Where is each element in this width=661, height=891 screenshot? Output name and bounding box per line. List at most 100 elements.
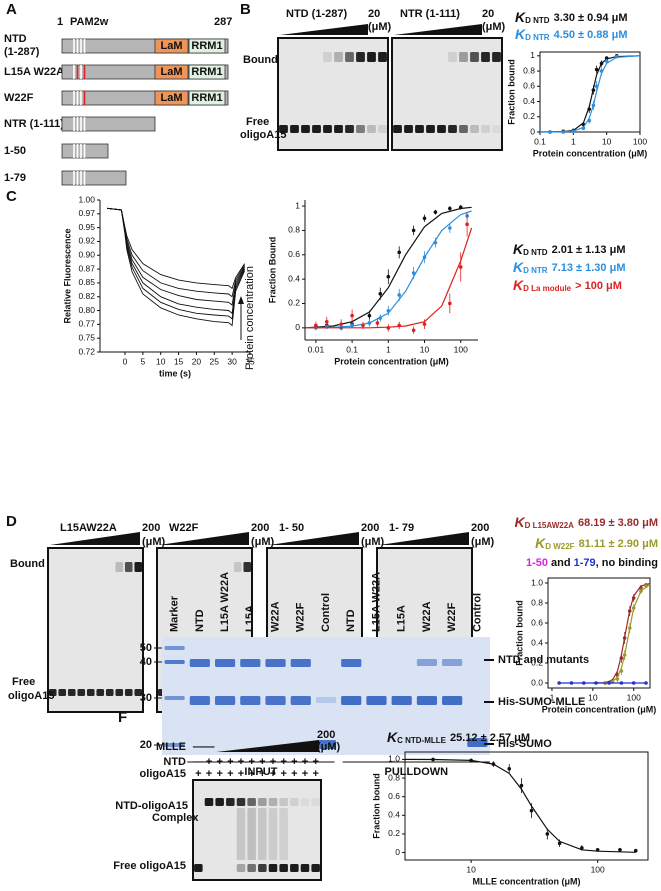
y-tick-label: 0.6 [531, 617, 543, 627]
gel-band [279, 864, 288, 872]
gel-band [105, 689, 114, 696]
y-tick-label: 0.92 [78, 236, 95, 246]
data-point [595, 847, 600, 852]
plot-frame [404, 751, 649, 861]
data-point [350, 313, 354, 318]
gel-max-conc: 20 [482, 8, 494, 20]
data-point [619, 681, 624, 685]
data-point [545, 832, 550, 836]
panel-label: C [6, 188, 17, 205]
gel-band [268, 798, 278, 806]
free-label: oligoA15 [240, 129, 286, 141]
gel-max-conc: 20 [368, 8, 380, 20]
kd-symbol: K [514, 514, 525, 530]
x-tick-label: 100 [627, 692, 641, 702]
gel-band [334, 125, 343, 133]
sign: + [270, 756, 276, 768]
gel-band [367, 52, 376, 62]
gel-band [481, 125, 490, 133]
gel-band [164, 696, 185, 700]
gel-band [226, 798, 235, 806]
data-point [448, 301, 452, 306]
gel-band [393, 125, 402, 133]
kd-label: KD NTD 3.30 ± 0.94 μM [515, 9, 628, 25]
gel-band [265, 659, 286, 667]
no-binding-part: 1-50 [526, 557, 548, 569]
sign: — [193, 741, 204, 753]
y-tick-label: 0.2 [523, 111, 535, 121]
gel-band [311, 798, 320, 806]
gel-band [341, 659, 362, 667]
y-tick-label: 0.80 [78, 305, 95, 315]
gel-unit: (μM) [251, 536, 275, 548]
panel-label: D [6, 513, 17, 530]
gel-max-conc: 200 [142, 522, 160, 534]
y-tick-label: 0 [395, 847, 400, 857]
kd-label: KD La module > 100 μM [513, 277, 622, 293]
gel-band [459, 52, 468, 62]
panel-label: B [240, 1, 251, 18]
mlle-label: MLLE [156, 741, 186, 753]
data-point [599, 61, 604, 66]
lane-label: W22A [269, 601, 281, 632]
gel-title: L15AW22A [60, 522, 117, 534]
data-point [375, 321, 380, 325]
gel-band [279, 125, 288, 133]
data-point [314, 323, 318, 328]
gel-band [404, 125, 413, 133]
gel-band [214, 696, 236, 705]
x-tick-label: 30 [227, 356, 237, 366]
group-label: PULLDOWN [385, 766, 449, 778]
sign: + [312, 756, 318, 768]
data-point [422, 216, 427, 221]
lam-domain [154, 38, 189, 54]
band-label: His-SUMO-MLLE [498, 696, 585, 708]
gel-band [48, 689, 57, 696]
x-tick-label: 0.1 [346, 344, 358, 354]
sign: + [238, 768, 244, 780]
sign: + [206, 756, 212, 768]
gel-max-conc: 200 [361, 522, 379, 534]
data-point [411, 228, 416, 233]
x-tick-label: 10 [602, 136, 612, 146]
domain-label: RRM1 [191, 40, 222, 52]
data-point [458, 205, 463, 210]
data-point [431, 757, 435, 762]
gel-max-conc: 200 [317, 729, 335, 741]
y-tick-label: 0.8 [288, 225, 300, 235]
fit-curve [404, 758, 636, 853]
sign: — [193, 756, 204, 768]
kd-subscript: C NTD-MLLE [397, 736, 447, 745]
kd-label: KC NTD-MLLE 25.12 ± 2.57 μM [387, 729, 530, 745]
kd-label: KD NTR 7.13 ± 1.30 μM [513, 259, 626, 275]
gel-band [416, 659, 438, 666]
sign: + [291, 756, 297, 768]
data-point [619, 656, 624, 660]
kd-label: KD NTR 4.50 ± 0.88 μM [515, 26, 628, 42]
data-point [548, 130, 552, 134]
gel-band [115, 689, 124, 696]
gel-unit: (μM) [317, 741, 341, 753]
gel-band [290, 659, 311, 667]
y-tick-label: 0.2 [388, 828, 400, 838]
trace-line [107, 207, 245, 306]
y-tick-label: 1.00 [78, 194, 95, 204]
data-point [622, 653, 627, 657]
gel-band [459, 125, 468, 133]
y-tick-label: 0.77 [78, 319, 95, 329]
sign: + [195, 768, 201, 780]
gel-band [247, 864, 256, 872]
data-point [604, 59, 609, 63]
data-point [378, 316, 383, 320]
data-point [627, 626, 632, 630]
sign: — [204, 741, 215, 753]
gel-band [115, 562, 124, 572]
x-tick-label: 10 [466, 864, 476, 874]
gel-band [301, 125, 310, 133]
sign: + [216, 768, 222, 780]
data-point [458, 265, 463, 269]
construct-name: 1-50 [4, 145, 26, 157]
gel-max-conc: 200 [251, 522, 269, 534]
sign: + [248, 756, 254, 768]
data-point [557, 841, 562, 846]
